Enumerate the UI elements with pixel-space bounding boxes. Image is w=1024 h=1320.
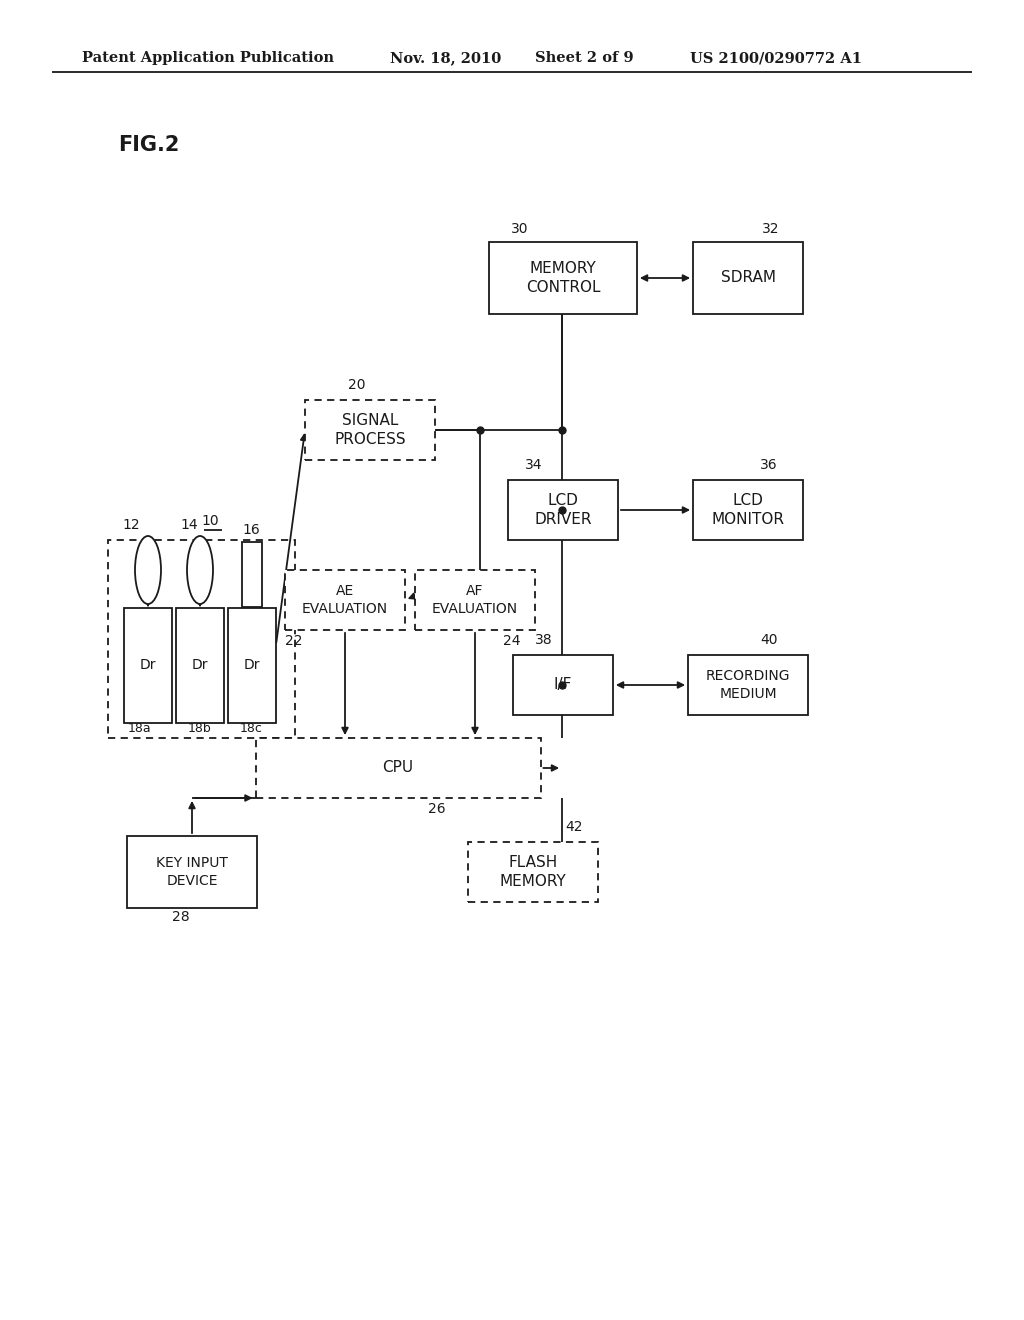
Text: MEMORY
CONTROL: MEMORY CONTROL	[525, 260, 600, 296]
Bar	[693, 480, 803, 540]
Text: LCD
MONITOR: LCD MONITOR	[712, 492, 784, 528]
Ellipse shape	[187, 536, 213, 605]
Text: 14: 14	[180, 517, 198, 532]
Text: AF
EVALUATION: AF EVALUATION	[432, 583, 518, 616]
Text: Dr: Dr	[191, 657, 208, 672]
Text: CPU: CPU	[382, 760, 414, 776]
Bar	[688, 655, 808, 715]
Bar	[124, 607, 172, 722]
Text: SDRAM: SDRAM	[721, 271, 775, 285]
Text: 32: 32	[762, 222, 779, 236]
Bar	[285, 570, 406, 630]
Text: 34: 34	[525, 458, 543, 473]
Text: 12: 12	[122, 517, 139, 532]
Text: I/F: I/F	[554, 677, 572, 693]
Bar	[256, 738, 541, 799]
Bar	[508, 480, 618, 540]
Text: US 2100/0290772 A1: US 2100/0290772 A1	[690, 51, 862, 65]
Bar	[176, 607, 224, 722]
Text: 10: 10	[201, 513, 219, 528]
Bar	[108, 540, 295, 738]
Text: 42: 42	[565, 820, 583, 834]
Text: 28: 28	[172, 909, 189, 924]
Bar	[489, 242, 637, 314]
Text: KEY INPUT
DEVICE: KEY INPUT DEVICE	[156, 855, 228, 888]
Text: 18a: 18a	[128, 722, 152, 735]
Text: 36: 36	[760, 458, 777, 473]
Text: AE
EVALUATION: AE EVALUATION	[302, 583, 388, 616]
Text: Patent Application Publication: Patent Application Publication	[82, 51, 334, 65]
Text: Dr: Dr	[244, 657, 260, 672]
Text: Dr: Dr	[139, 657, 157, 672]
Text: 18b: 18b	[188, 722, 212, 735]
Text: FLASH
MEMORY: FLASH MEMORY	[500, 854, 566, 890]
Bar	[127, 836, 257, 908]
Text: 18c: 18c	[240, 722, 263, 735]
Text: FIG.2: FIG.2	[118, 135, 179, 154]
Text: 24: 24	[503, 634, 520, 648]
Bar	[693, 242, 803, 314]
Ellipse shape	[135, 536, 161, 605]
Text: RECORDING
MEDIUM: RECORDING MEDIUM	[706, 669, 791, 701]
Text: 22: 22	[285, 634, 302, 648]
Text: Nov. 18, 2010: Nov. 18, 2010	[390, 51, 502, 65]
Text: 20: 20	[348, 378, 366, 392]
Text: Sheet 2 of 9: Sheet 2 of 9	[535, 51, 634, 65]
Text: 26: 26	[428, 803, 445, 816]
Text: 16: 16	[242, 523, 260, 537]
Bar	[242, 543, 262, 607]
Bar	[415, 570, 535, 630]
Bar	[228, 607, 276, 722]
Text: SIGNAL
PROCESS: SIGNAL PROCESS	[334, 413, 406, 447]
Text: 30: 30	[511, 222, 528, 236]
Text: LCD
DRIVER: LCD DRIVER	[535, 492, 592, 528]
Bar	[305, 400, 435, 459]
Text: 40: 40	[760, 634, 777, 647]
Bar	[513, 655, 613, 715]
Bar	[468, 842, 598, 902]
Text: 38: 38	[535, 634, 553, 647]
